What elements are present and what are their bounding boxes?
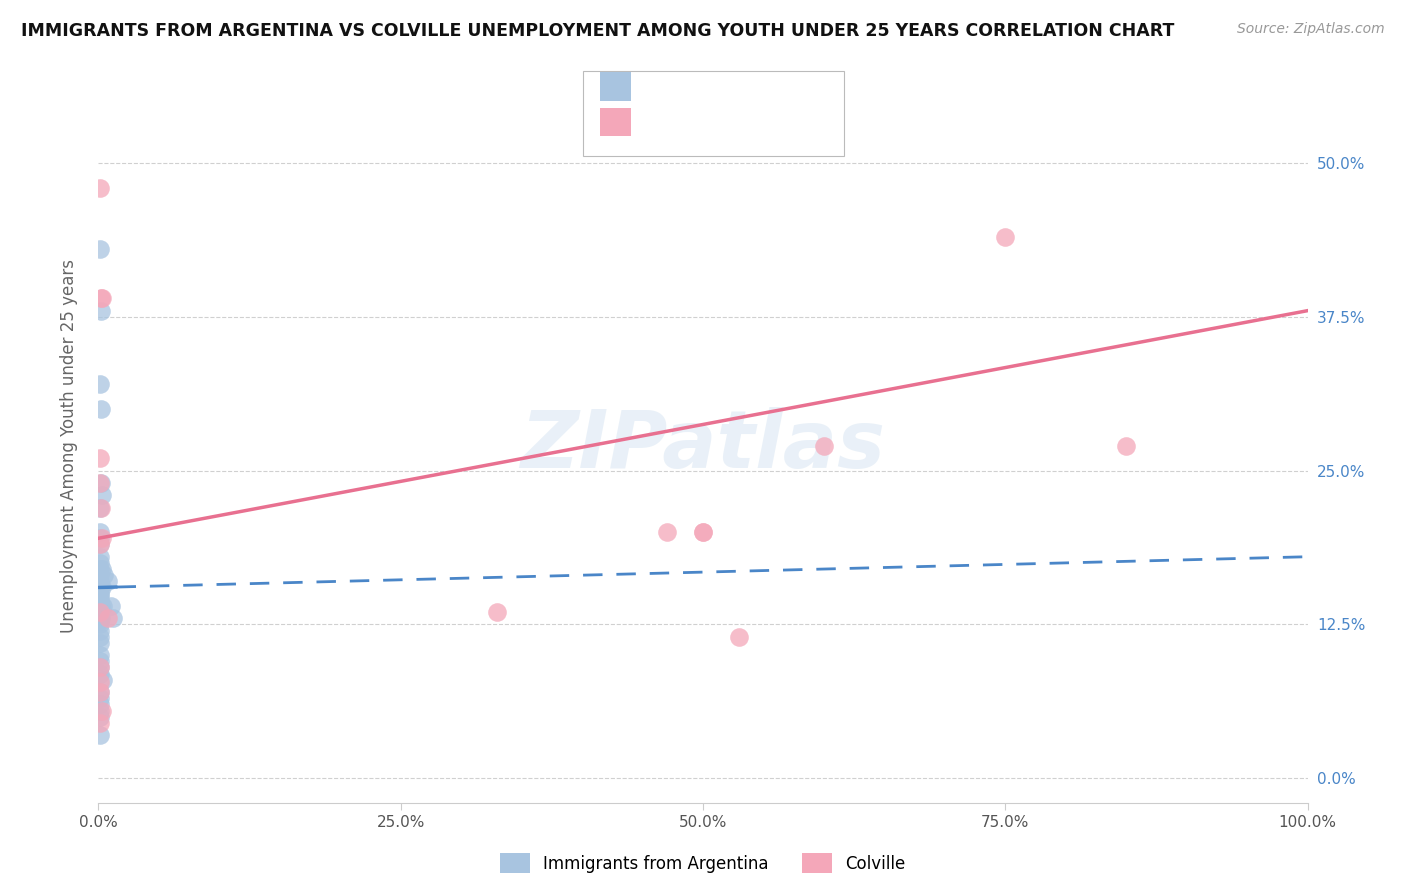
- Point: [90, 402, 112, 417]
- Text: 0.020: 0.020: [686, 78, 742, 95]
- Point: [89, 630, 111, 644]
- Point: [89, 704, 111, 718]
- Point: [89, 556, 111, 570]
- Point: [89, 537, 111, 551]
- Point: [89, 605, 111, 619]
- Point: [91, 673, 114, 687]
- Text: ZIPatlas: ZIPatlas: [520, 407, 886, 485]
- Point: [89, 601, 111, 615]
- Point: [91, 704, 114, 718]
- Point: [813, 439, 835, 453]
- Point: [89, 617, 111, 632]
- Point: [89, 709, 111, 723]
- Y-axis label: Unemployment Among Youth under 25 years: Unemployment Among Youth under 25 years: [59, 259, 77, 633]
- Point: [97, 611, 120, 625]
- Point: [89, 685, 111, 699]
- Point: [89, 180, 111, 194]
- Point: [89, 475, 111, 490]
- Point: [89, 728, 111, 742]
- Point: [90, 599, 112, 613]
- Point: [89, 549, 111, 564]
- Point: [89, 592, 111, 607]
- Point: [89, 584, 111, 599]
- Point: [486, 605, 509, 619]
- Point: [89, 581, 111, 595]
- Point: [692, 525, 714, 540]
- Point: [90, 291, 112, 305]
- Point: [97, 574, 120, 589]
- Point: [89, 599, 111, 613]
- Point: [89, 562, 111, 576]
- Point: [89, 698, 111, 712]
- Point: [90, 303, 112, 318]
- Point: [994, 230, 1017, 244]
- Point: [89, 611, 111, 625]
- Text: R =: R =: [641, 78, 681, 95]
- Point: [101, 611, 124, 625]
- Point: [1115, 439, 1137, 453]
- Point: [89, 614, 111, 628]
- Point: [89, 654, 111, 668]
- Point: [89, 648, 111, 662]
- Point: [89, 636, 111, 650]
- Point: [90, 611, 112, 625]
- Point: [89, 531, 111, 545]
- Text: 52: 52: [785, 78, 810, 95]
- Point: [90, 500, 112, 515]
- Point: [91, 488, 114, 502]
- Point: [89, 660, 111, 674]
- Point: [89, 377, 111, 392]
- Point: [89, 574, 111, 589]
- Point: [89, 589, 111, 603]
- Point: [91, 599, 114, 613]
- Point: [89, 691, 111, 706]
- Point: [89, 500, 111, 515]
- Point: [89, 581, 111, 595]
- Point: [91, 291, 114, 305]
- Point: [89, 576, 111, 591]
- Point: [89, 675, 111, 690]
- Text: N =: N =: [742, 78, 782, 95]
- Point: [91, 531, 114, 545]
- Text: IMMIGRANTS FROM ARGENTINA VS COLVILLE UNEMPLOYMENT AMONG YOUTH UNDER 25 YEARS CO: IMMIGRANTS FROM ARGENTINA VS COLVILLE UN…: [21, 22, 1174, 40]
- Point: [89, 587, 111, 601]
- Text: R =: R =: [641, 113, 686, 131]
- Point: [91, 562, 114, 576]
- Point: [89, 451, 111, 466]
- Point: [100, 599, 122, 613]
- Point: [89, 537, 111, 551]
- Point: [89, 568, 111, 582]
- Point: [89, 660, 111, 674]
- Point: [89, 624, 111, 638]
- Point: [93, 568, 115, 582]
- Point: [89, 715, 111, 730]
- Text: Source: ZipAtlas.com: Source: ZipAtlas.com: [1237, 22, 1385, 37]
- Point: [692, 525, 714, 540]
- Legend: Immigrants from Argentina, Colville: Immigrants from Argentina, Colville: [494, 847, 912, 880]
- Text: 23: 23: [785, 113, 810, 131]
- Text: 0.371: 0.371: [686, 113, 742, 131]
- Point: [89, 242, 111, 256]
- Point: [89, 595, 111, 609]
- Point: [728, 630, 751, 644]
- Point: [91, 581, 114, 595]
- Text: N =: N =: [742, 113, 782, 131]
- Point: [89, 605, 111, 619]
- Point: [89, 685, 111, 699]
- Point: [655, 525, 678, 540]
- Point: [89, 525, 111, 540]
- Point: [90, 475, 112, 490]
- Point: [89, 666, 111, 681]
